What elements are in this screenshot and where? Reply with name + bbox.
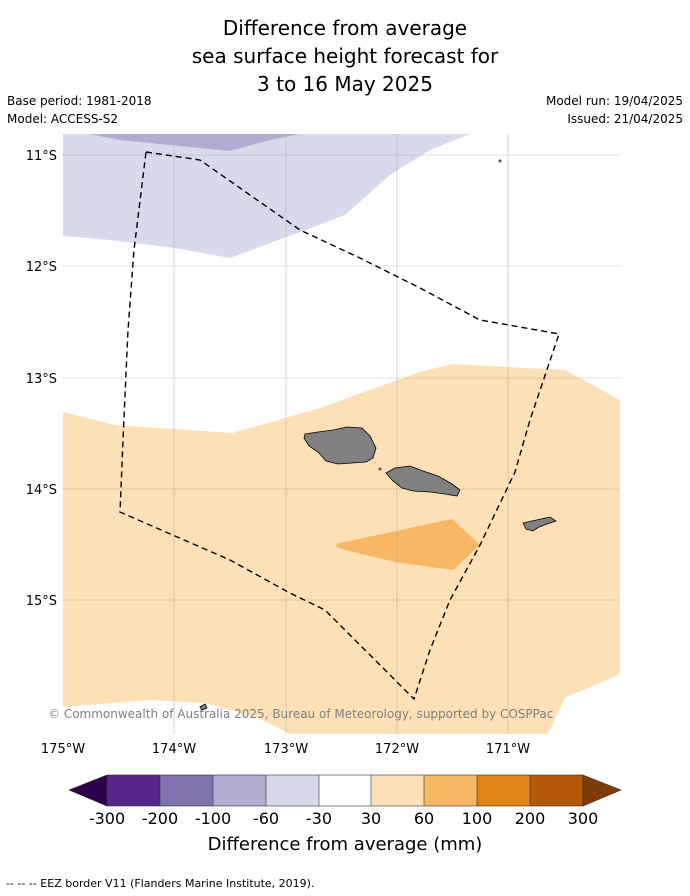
island-savaii (303, 426, 377, 465)
colorbar-box-7 (424, 775, 477, 806)
colorbar-tick-label: -30 (306, 809, 332, 828)
colorbar-ticks: -300 -200 -100 -60 -30 30 60 100 200 300 (89, 809, 598, 828)
colorbar-tick-label: 200 (515, 809, 546, 828)
colorbar-tick-label: 30 (361, 809, 381, 828)
island-tutuila (522, 516, 557, 532)
colorbar-outline (106, 774, 584, 807)
colorbar-tick-label: -60 (253, 809, 279, 828)
colorbar-tick-label: -100 (195, 809, 231, 828)
lon-label-172w: 172°W (375, 742, 419, 757)
lon-label-175w: 175°W (41, 742, 85, 757)
anomaly-region-minus30 (63, 134, 470, 258)
colorbar-box-1 (107, 775, 160, 806)
lat-label-13s: 13°S (26, 372, 57, 387)
colorbar-arrow-right (582, 774, 622, 807)
anomaly-region-minus60 (90, 134, 300, 151)
lon-label-174w: 174°W (152, 742, 196, 757)
island-small-manono (378, 467, 382, 471)
issued-label: Issued: 21/04/2025 (567, 112, 683, 126)
anomaly-region-plus60 (335, 519, 480, 570)
model-label: Model: ACCESS-S2 (7, 112, 119, 126)
colorbar (68, 774, 622, 807)
chart-title: Difference from average sea surface heig… (0, 14, 690, 98)
lat-label-11s: 11°S (26, 149, 57, 164)
colorbar-box-6 (371, 775, 424, 806)
title-line-1: Difference from average (222, 16, 468, 40)
island-small-north (498, 159, 502, 163)
gridlines (63, 134, 620, 734)
map-area (63, 134, 620, 734)
colorbar-tick-label: -300 (89, 809, 125, 828)
model-run-label: Model run: 19/04/2025 (545, 94, 683, 108)
island-small-south (199, 703, 208, 711)
colorbar-box-5 (319, 775, 371, 806)
colorbar-arrow-left (68, 774, 108, 807)
lon-label-171w: 171°W (486, 742, 530, 757)
colorbar-title: Difference from average (mm) (208, 834, 483, 855)
lat-labels: 11°S 12°S 13°S 14°S 15°S (26, 149, 57, 609)
colorbar-box-9 (530, 775, 583, 806)
colorbar-box-2 (160, 775, 213, 806)
lon-labels: 175°W 174°W 173°W 172°W 171°W (41, 742, 530, 757)
anomaly-region-plus30 (63, 364, 620, 734)
colorbar-tick-label: 60 (414, 809, 434, 828)
lat-label-14s: 14°S (26, 483, 57, 498)
title-line-2: sea surface height forecast for (191, 44, 499, 68)
colorbar-tick-label: -200 (142, 809, 178, 828)
title-line-3: 3 to 16 May 2025 (257, 72, 433, 96)
lat-label-15s: 15°S (26, 594, 57, 609)
eez-border (119, 151, 560, 701)
colorbar-box-8 (477, 775, 530, 806)
copyright-text: © Commonwealth of Australia 2025, Bureau… (48, 707, 553, 721)
island-upolu (385, 465, 461, 497)
colorbar-tick-label: 100 (462, 809, 493, 828)
colorbar-box-3 (213, 775, 266, 806)
colorbar-tick-label: 300 (568, 809, 599, 828)
eez-legend-note: -- -- -- EEZ border V11 (Flanders Marine… (6, 877, 315, 890)
colorbar-box-4 (266, 775, 319, 806)
lat-label-12s: 12°S (26, 260, 57, 275)
lon-label-173w: 173°W (264, 742, 308, 757)
base-period-label: Base period: 1981-2018 (7, 94, 152, 108)
